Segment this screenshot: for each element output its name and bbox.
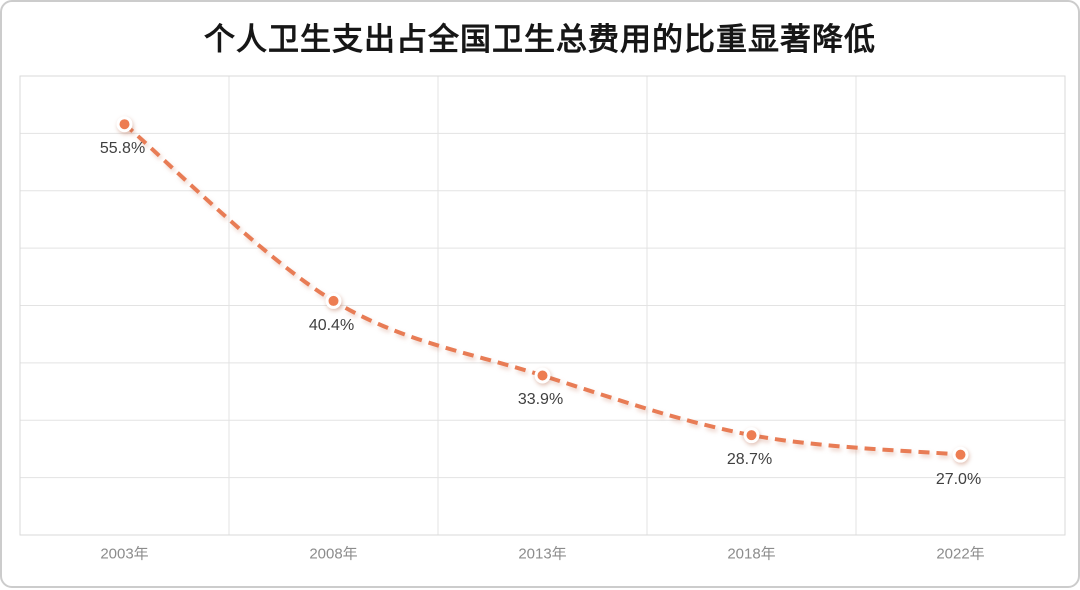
x-axis-label: 2008年 bbox=[309, 545, 358, 563]
chart-title: 个人卫生支出占全国卫生总费用的比重显著降低 bbox=[204, 21, 876, 57]
data-point-marker bbox=[534, 367, 551, 384]
x-axis-label: 2003年 bbox=[100, 545, 149, 563]
plot-border bbox=[19, 75, 1066, 536]
data-point-label: 28.7% bbox=[726, 451, 773, 469]
data-point-label: 55.8% bbox=[99, 140, 146, 158]
data-point-marker bbox=[743, 427, 760, 444]
data-point-label: 33.9% bbox=[517, 391, 564, 409]
data-point-label: 27.0% bbox=[935, 470, 982, 488]
x-axis-label: 2013年 bbox=[518, 545, 567, 563]
data-point-marker bbox=[952, 446, 969, 463]
x-axis-label: 2022年 bbox=[936, 545, 985, 563]
data-point-marker bbox=[116, 116, 133, 133]
x-axis-label: 2018年 bbox=[727, 545, 776, 563]
data-point-marker bbox=[325, 292, 342, 309]
data-point-label: 40.4% bbox=[308, 316, 355, 334]
